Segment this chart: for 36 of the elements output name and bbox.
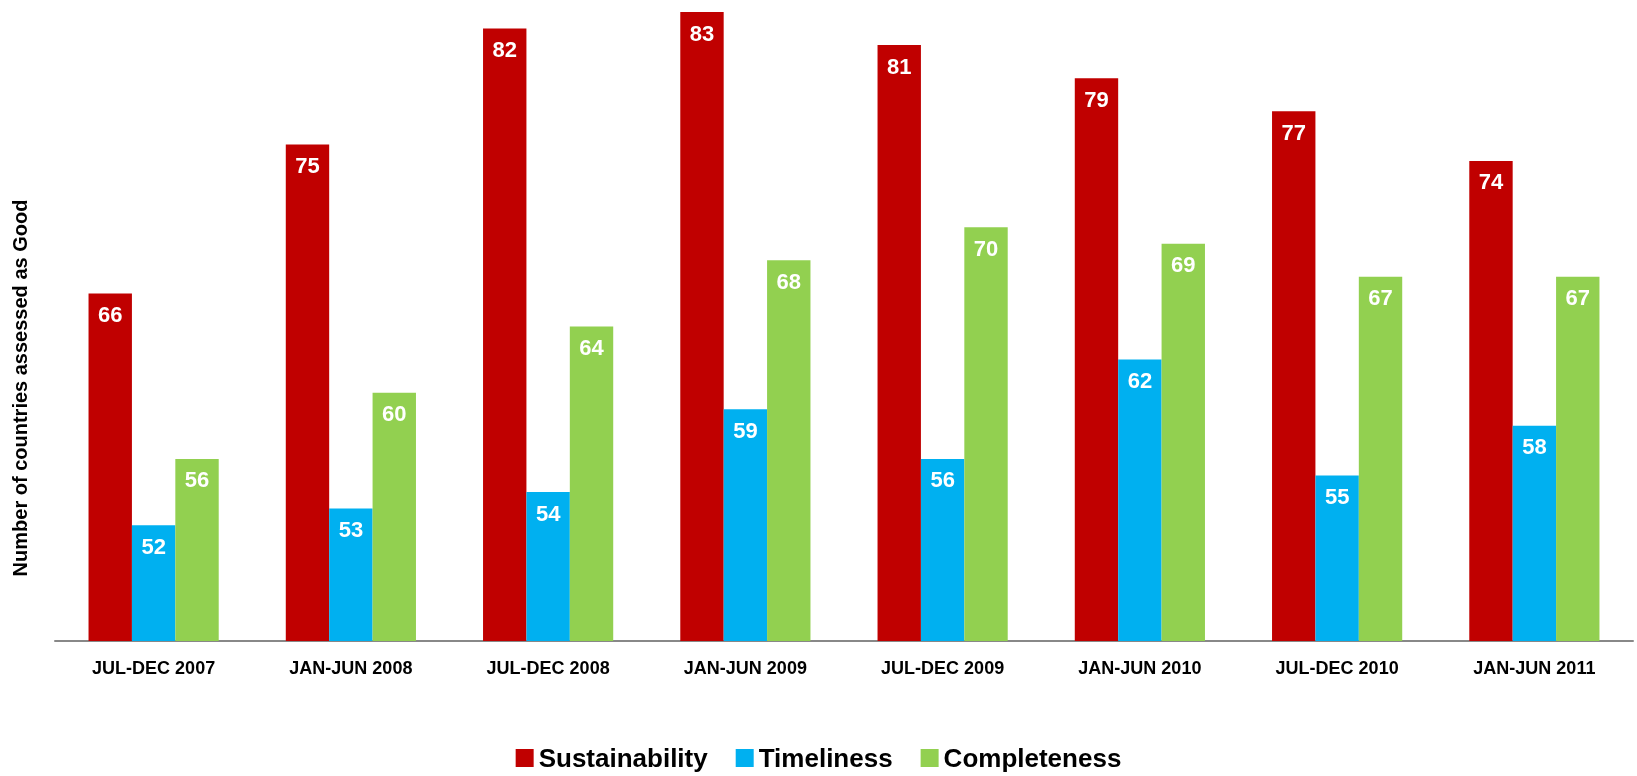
- data-label: 55: [1324, 483, 1350, 509]
- data-label: 56: [184, 467, 210, 493]
- data-label: 67: [1565, 285, 1591, 311]
- x-tick-label: JAN-JUN 2008: [289, 658, 413, 678]
- data-label: 83: [689, 20, 715, 46]
- x-tick-label: JUL-DEC 2009: [881, 658, 1005, 678]
- data-label: 70: [973, 235, 999, 261]
- data-label: 64: [579, 335, 605, 360]
- x-tick-label: JAN-JUN 2010: [1078, 658, 1202, 678]
- data-label: 54: [535, 500, 562, 526]
- legend-label: Sustainability: [538, 743, 709, 773]
- data-label: 58: [1522, 434, 1547, 460]
- data-label: 82: [492, 37, 517, 63]
- data-label: 69: [1171, 252, 1196, 278]
- legend-label: Completeness: [943, 743, 1122, 773]
- data-label: 62: [1127, 368, 1153, 394]
- data-label: 66: [97, 301, 123, 327]
- data-label: 53: [338, 517, 364, 543]
- y-axis-title: Number of countries assessed as Good: [9, 199, 31, 577]
- x-tick-label: JUL-DEC 2008: [486, 658, 610, 678]
- data-label: 68: [776, 268, 802, 294]
- data-label: 59: [733, 417, 758, 443]
- x-tick-label: JUL-DEC 2010: [1275, 658, 1399, 678]
- data-label: 81: [886, 53, 912, 79]
- legend-label: Timeliness: [758, 743, 893, 773]
- x-tick-label: JAN-JUN 2011: [1473, 658, 1596, 678]
- data-label: 75: [295, 152, 320, 178]
- data-label: 77: [1281, 119, 1306, 145]
- data-label: 56: [930, 467, 955, 493]
- data-label: 67: [1368, 285, 1393, 311]
- data-label: 74: [1478, 169, 1504, 195]
- data-label: 79: [1084, 86, 1109, 112]
- data-label: 60: [382, 401, 407, 427]
- x-tick-label: JAN-JUN 2009: [683, 658, 807, 678]
- data-label: 52: [141, 533, 166, 559]
- x-tick-label: JUL-DEC 2007: [92, 658, 216, 678]
